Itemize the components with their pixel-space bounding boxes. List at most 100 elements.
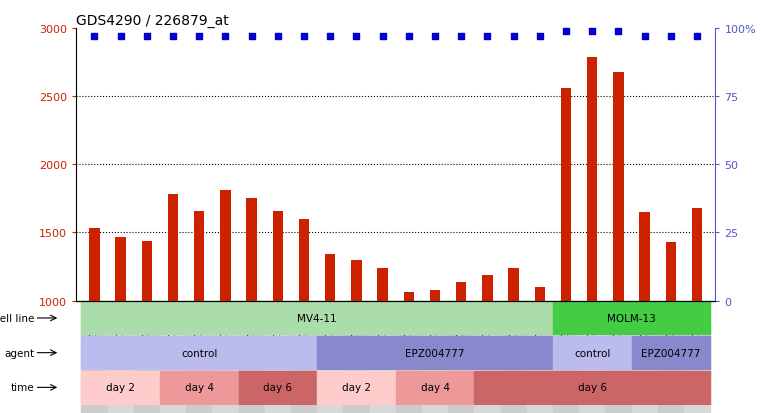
Text: time: time — [11, 382, 34, 392]
Text: EPZ004777: EPZ004777 — [406, 348, 465, 358]
Point — [691, 34, 703, 40]
Bar — [194, 211, 205, 301]
Bar — [81, 371, 160, 404]
Point — [88, 34, 100, 40]
Text: day 6: day 6 — [263, 382, 292, 392]
Bar — [81, 301, 107, 413]
Text: day 2: day 2 — [106, 382, 135, 392]
Bar — [684, 301, 710, 413]
Bar — [579, 301, 605, 413]
Point — [403, 34, 415, 40]
Bar — [81, 336, 317, 370]
Point — [219, 34, 231, 40]
Text: GDS4290 / 226879_at: GDS4290 / 226879_at — [76, 14, 229, 28]
Point — [664, 34, 677, 40]
Bar — [116, 237, 126, 301]
Bar — [403, 293, 414, 301]
Bar — [142, 241, 152, 301]
Bar — [456, 282, 466, 301]
Text: control: control — [181, 348, 218, 358]
Bar — [134, 301, 160, 413]
Bar — [107, 301, 134, 413]
Point — [455, 34, 467, 40]
Bar — [613, 72, 624, 301]
Bar — [220, 191, 231, 301]
Text: control: control — [574, 348, 610, 358]
Bar — [474, 301, 501, 413]
Point — [246, 34, 258, 40]
Bar — [317, 301, 343, 413]
Bar — [265, 301, 291, 413]
Point — [586, 28, 598, 35]
Bar — [317, 336, 553, 370]
Bar — [396, 301, 422, 413]
Point — [141, 34, 153, 40]
Bar — [632, 336, 710, 370]
Bar — [89, 229, 100, 301]
Point — [508, 34, 520, 40]
Bar — [343, 301, 370, 413]
Text: MV4-11: MV4-11 — [298, 313, 337, 323]
Text: day 4: day 4 — [185, 382, 214, 392]
Text: MOLM-13: MOLM-13 — [607, 313, 656, 323]
Bar — [370, 301, 396, 413]
Bar — [291, 301, 317, 413]
Text: day 6: day 6 — [578, 382, 607, 392]
Bar — [527, 301, 553, 413]
Bar — [605, 301, 632, 413]
Bar — [167, 195, 178, 301]
Point — [298, 34, 310, 40]
Bar — [482, 275, 492, 301]
Point — [350, 34, 362, 40]
Bar — [534, 287, 545, 301]
Bar — [658, 301, 684, 413]
Bar — [81, 301, 553, 335]
Text: EPZ004777: EPZ004777 — [641, 348, 700, 358]
Text: cell line: cell line — [0, 313, 34, 323]
Bar — [508, 268, 519, 301]
Bar — [666, 242, 676, 301]
Bar — [377, 268, 388, 301]
Bar — [448, 301, 474, 413]
Bar — [396, 371, 474, 404]
Bar — [212, 301, 238, 413]
Bar — [299, 219, 309, 301]
Bar — [317, 371, 396, 404]
Text: agent: agent — [5, 348, 34, 358]
Bar — [632, 301, 658, 413]
Point — [613, 28, 625, 35]
Bar — [692, 209, 702, 301]
Bar — [325, 255, 336, 301]
Bar — [272, 211, 283, 301]
Point — [533, 34, 546, 40]
Point — [377, 34, 389, 40]
Bar — [587, 57, 597, 301]
Point — [115, 34, 127, 40]
Bar — [160, 301, 186, 413]
Bar — [238, 371, 317, 404]
Point — [560, 28, 572, 35]
Bar — [247, 199, 257, 301]
Point — [481, 34, 493, 40]
Bar — [561, 89, 572, 301]
Point — [429, 34, 441, 40]
Bar — [160, 371, 238, 404]
Text: day 2: day 2 — [342, 382, 371, 392]
Bar — [474, 371, 710, 404]
Bar — [430, 290, 441, 301]
Point — [638, 34, 651, 40]
Bar — [186, 301, 212, 413]
Point — [272, 34, 284, 40]
Bar — [553, 301, 710, 335]
Bar — [238, 301, 265, 413]
Bar — [501, 301, 527, 413]
Bar — [553, 301, 579, 413]
Point — [167, 34, 179, 40]
Text: day 4: day 4 — [421, 382, 450, 392]
Bar — [422, 301, 448, 413]
Bar — [639, 213, 650, 301]
Point — [193, 34, 205, 40]
Point — [324, 34, 336, 40]
Bar — [553, 336, 632, 370]
Bar — [351, 260, 361, 301]
